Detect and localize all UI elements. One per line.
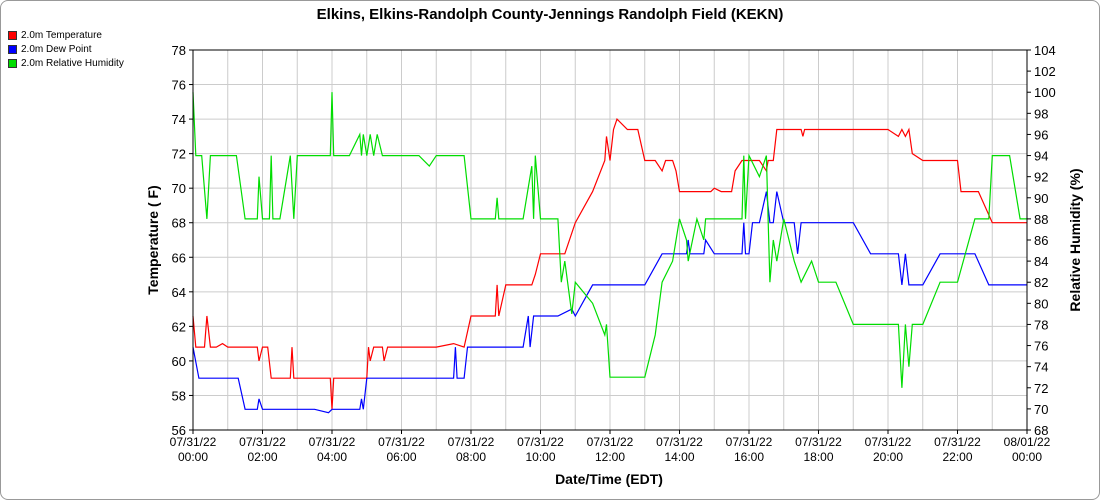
x-tick-time: 20:00 [873, 450, 903, 464]
x-tick-time: 22:00 [942, 450, 972, 464]
legend-label-dew-point: 2.0m Dew Point [21, 43, 92, 55]
y2-tick-label: 68 [1034, 423, 1048, 438]
y-tick-label: 74 [172, 112, 186, 127]
y2-tick-label: 70 [1034, 402, 1048, 417]
y2-tick-label: 78 [1034, 317, 1048, 332]
x-axis-label: Date/Time (EDT) [555, 471, 663, 487]
x-tick-date: 07/31/22 [517, 435, 564, 449]
x-tick-time: 16:00 [734, 450, 764, 464]
legend: 2.0m Temperature 2.0m Dew Point 2.0m Rel… [8, 28, 124, 70]
x-tick-time: 10:00 [525, 450, 555, 464]
y-tick-label: 64 [172, 285, 186, 300]
series-line-dew-point [192, 191, 1027, 414]
y2-tick-label: 96 [1034, 127, 1048, 142]
legend-item-relative-humidity: 2.0m Relative Humidity [8, 56, 124, 70]
y2-tick-label: 86 [1034, 233, 1048, 248]
x-tick-time: 06:00 [386, 450, 416, 464]
series-line-temperature [192, 117, 1027, 410]
y2-tick-label: 72 [1034, 381, 1048, 396]
y2-tick-label: 84 [1034, 254, 1048, 269]
y-tick-label: 60 [172, 354, 186, 369]
y2-tick-label: 92 [1034, 170, 1048, 185]
x-tick-date: 07/31/22 [378, 435, 425, 449]
chart-title: Elkins, Elkins-Randolph County-Jennings … [317, 6, 784, 23]
x-tick-date: 07/31/22 [656, 435, 703, 449]
y2-axis-label: Relative Humidity (%) [1067, 168, 1083, 311]
x-tick-time: 04:00 [317, 450, 347, 464]
legend-label-temperature: 2.0m Temperature [21, 29, 102, 41]
x-tick-time: 18:00 [803, 450, 833, 464]
x-tick-time: 02:00 [247, 450, 277, 464]
x-tick-date: 07/31/22 [448, 435, 495, 449]
x-tick-date: 07/31/22 [239, 435, 286, 449]
y-tick-label: 72 [172, 147, 186, 162]
y2-tick-label: 76 [1034, 339, 1048, 354]
x-tick-time: 14:00 [664, 450, 694, 464]
plot-area [192, 49, 1028, 431]
legend-label-relative-humidity: 2.0m Relative Humidity [21, 57, 124, 69]
y2-tick-label: 100 [1034, 85, 1056, 100]
x-tick-time: 12:00 [595, 450, 625, 464]
x-tick-date: 08/01/22 [1004, 435, 1051, 449]
y2-tick-label: 82 [1034, 275, 1048, 290]
y-tick-label: 70 [172, 181, 186, 196]
y2-tick-label: 104 [1034, 43, 1056, 58]
y2-tick-label: 94 [1034, 149, 1048, 164]
y2-tick-label: 80 [1034, 296, 1048, 311]
x-tick-time: 08:00 [456, 450, 486, 464]
y2-tick-label: 74 [1034, 360, 1048, 375]
legend-item-dew-point: 2.0m Dew Point [8, 42, 124, 56]
y2-tick-label: 90 [1034, 191, 1048, 206]
x-tick-time: 00:00 [1012, 450, 1042, 464]
y2-tick-label: 98 [1034, 106, 1048, 121]
legend-swatch-temperature [8, 30, 17, 40]
series-line-relative-humidity [192, 92, 1027, 388]
legend-item-temperature: 2.0m Temperature [8, 28, 124, 42]
y2-tick-label: 102 [1034, 64, 1056, 79]
y-tick-label: 76 [172, 78, 186, 93]
x-tick-date: 07/31/22 [934, 435, 981, 449]
x-tick-date: 07/31/22 [726, 435, 773, 449]
legend-swatch-relative-humidity [8, 58, 17, 68]
y-tick-label: 66 [172, 250, 186, 265]
y-tick-label: 68 [172, 216, 186, 231]
y-tick-label: 78 [172, 43, 186, 58]
y-tick-label: 62 [172, 319, 186, 334]
y2-tick-label: 88 [1034, 212, 1048, 227]
y-axis-label: Temperature ( F) [145, 185, 161, 294]
y-tick-label: 56 [172, 423, 186, 438]
x-tick-date: 07/31/22 [309, 435, 356, 449]
legend-swatch-dew-point [8, 44, 17, 54]
y-tick-label: 58 [172, 388, 186, 403]
x-tick-date: 07/31/22 [865, 435, 912, 449]
x-tick-date: 07/31/22 [587, 435, 634, 449]
x-tick-date: 07/31/22 [170, 435, 217, 449]
x-tick-date: 07/31/22 [795, 435, 842, 449]
x-tick-time: 00:00 [178, 450, 208, 464]
